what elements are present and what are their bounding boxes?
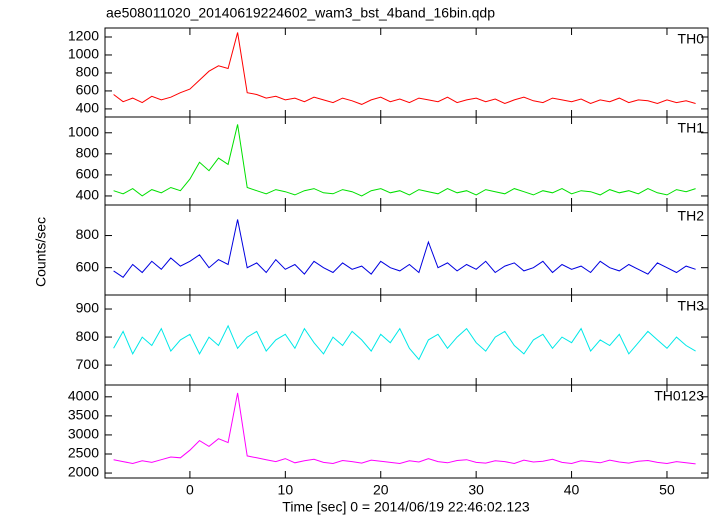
light-curve	[113, 219, 696, 278]
y-axis-label: Counts/sec	[33, 217, 49, 287]
y-tick-label: 600	[76, 258, 100, 274]
y-tick-label: 700	[76, 356, 100, 372]
y-tick-label: 1000	[68, 46, 99, 62]
y-tick-label: 800	[76, 145, 100, 161]
y-tick-label: 800	[76, 226, 100, 242]
series-label: TH0123	[654, 388, 704, 404]
x-tick-label: 50	[659, 482, 675, 498]
x-tick-label: 20	[373, 482, 389, 498]
light-curve	[113, 392, 696, 465]
x-axis-label: Time [sec] 0 = 2014/06/19 22:46:02.123	[282, 499, 530, 515]
panel-frame	[104, 384, 709, 479]
x-tick-label: 30	[468, 482, 484, 498]
x-tick-label: 0	[186, 482, 194, 498]
series-label: TH1	[678, 120, 705, 136]
y-tick-label: 800	[76, 64, 100, 80]
y-tick-label: 900	[76, 300, 100, 316]
y-tick-label: 1200	[68, 28, 99, 44]
series-label: TH2	[678, 208, 705, 224]
y-tick-label: 400	[76, 187, 100, 203]
y-tick-label: 4000	[68, 388, 99, 404]
light-curve	[113, 32, 696, 105]
y-tick-label: 400	[76, 100, 100, 116]
light-curve	[113, 324, 696, 361]
y-tick-label: 800	[76, 328, 100, 344]
x-tick-label: 40	[564, 482, 580, 498]
series-label: TH3	[678, 298, 705, 314]
panel-frame	[104, 27, 709, 118]
y-tick-label: 600	[76, 82, 100, 98]
y-tick-label: 2500	[68, 445, 99, 461]
y-tick-label: 3500	[68, 407, 99, 423]
panel-frame	[104, 204, 709, 296]
chart-title: ae508011020_20140619224602_wam3_bst_4ban…	[106, 5, 495, 21]
series-label: TH0	[678, 31, 705, 47]
panel-frame	[104, 294, 709, 386]
y-tick-label: 600	[76, 166, 100, 182]
y-tick-label: 1000	[68, 123, 99, 139]
y-tick-label: 3000	[68, 426, 99, 442]
y-tick-label: 2000	[68, 464, 99, 480]
x-tick-label: 10	[278, 482, 294, 498]
light-curve	[113, 124, 696, 197]
